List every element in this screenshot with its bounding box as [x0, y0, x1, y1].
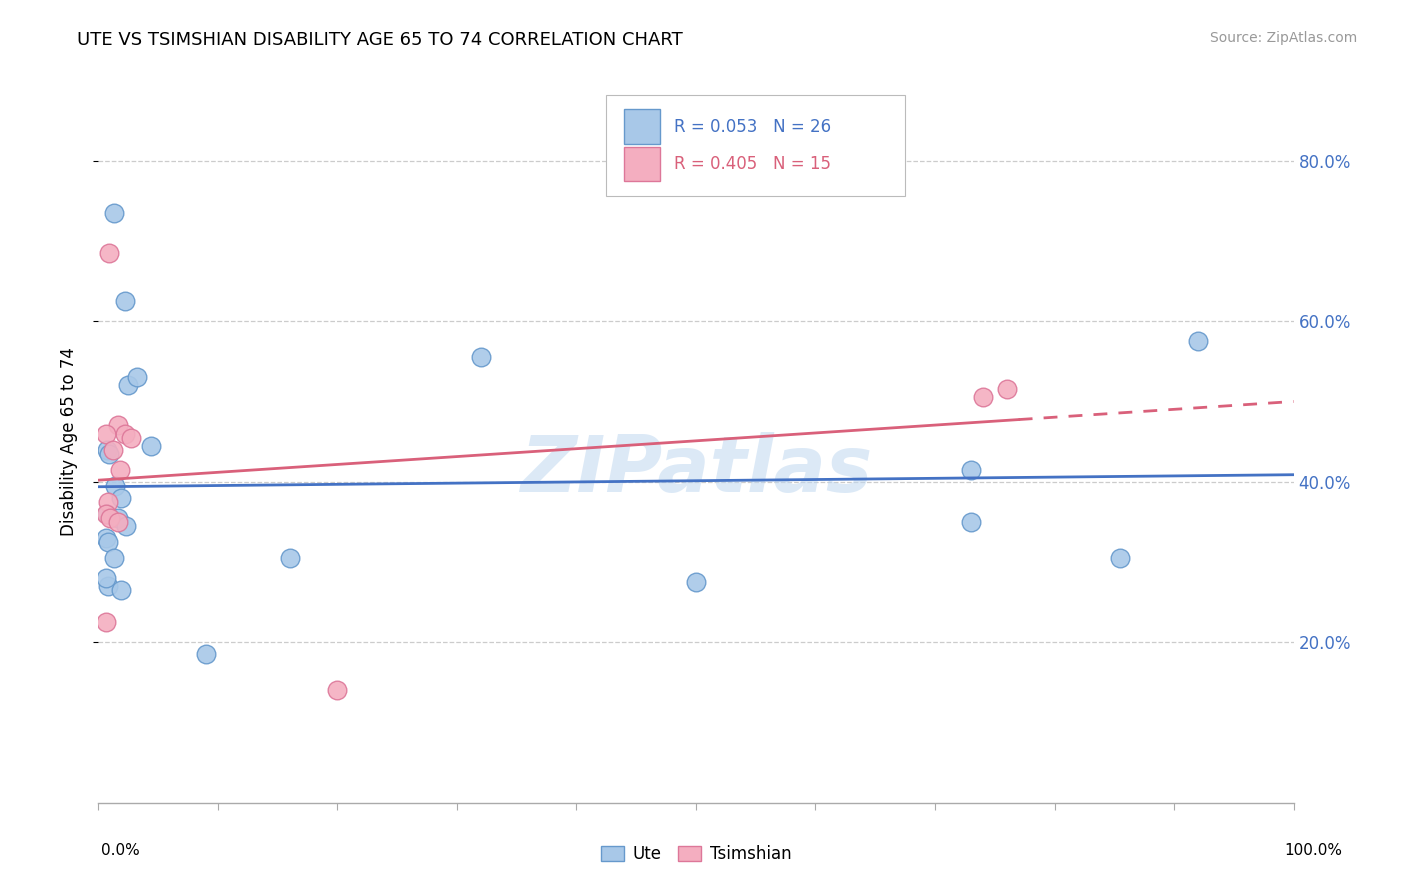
Point [94, 615, 117, 630]
Point [97, 534, 120, 549]
Point [685, 574, 707, 589]
Point [97, 494, 120, 508]
Point [94, 507, 117, 521]
Text: Source: ZipAtlas.com: Source: ZipAtlas.com [1209, 31, 1357, 45]
Point [107, 510, 129, 524]
Point [97, 579, 120, 593]
Bar [624, 109, 661, 144]
Point [125, 370, 148, 384]
Point [101, 442, 124, 457]
Point [120, 430, 142, 444]
Point [107, 418, 129, 433]
Point [1109, 550, 1132, 566]
Point [103, 205, 125, 219]
Point [470, 350, 492, 364]
Y-axis label: Disability Age 65 to 74: Disability Age 65 to 74 [59, 347, 77, 536]
Point [96, 442, 118, 457]
Text: R = 0.053   N = 26: R = 0.053 N = 26 [675, 118, 831, 136]
Point [94, 571, 117, 585]
Point [278, 550, 301, 566]
Point [104, 478, 127, 492]
Text: 100.0%: 100.0% [1285, 843, 1343, 858]
Point [98, 446, 121, 460]
Text: UTE VS TSIMSHIAN DISABILITY AGE 65 TO 74 CORRELATION CHART: UTE VS TSIMSHIAN DISABILITY AGE 65 TO 74… [77, 31, 683, 49]
Point [114, 426, 136, 441]
Point [117, 378, 139, 392]
Point [96, 507, 118, 521]
Point [108, 462, 131, 476]
Point [98, 245, 121, 260]
Point [139, 438, 162, 452]
Point [94, 531, 117, 545]
Point [326, 683, 349, 698]
Point [972, 390, 994, 404]
Point [107, 515, 129, 529]
Bar [624, 147, 661, 181]
Point [98, 510, 122, 524]
Text: ZIPatlas: ZIPatlas [520, 433, 872, 508]
Point [115, 518, 138, 533]
Point [960, 462, 983, 476]
Point [103, 550, 125, 566]
Point [94, 426, 117, 441]
Text: R = 0.405   N = 15: R = 0.405 N = 15 [675, 155, 831, 173]
FancyBboxPatch shape [606, 95, 905, 196]
Point [1187, 334, 1209, 348]
Point [110, 583, 132, 598]
Point [960, 515, 983, 529]
Legend: Ute, Tsimshian: Ute, Tsimshian [600, 845, 792, 863]
Point [195, 648, 218, 662]
Point [110, 491, 132, 505]
Point [995, 382, 1018, 396]
Text: 0.0%: 0.0% [101, 843, 141, 858]
Point [114, 293, 136, 308]
